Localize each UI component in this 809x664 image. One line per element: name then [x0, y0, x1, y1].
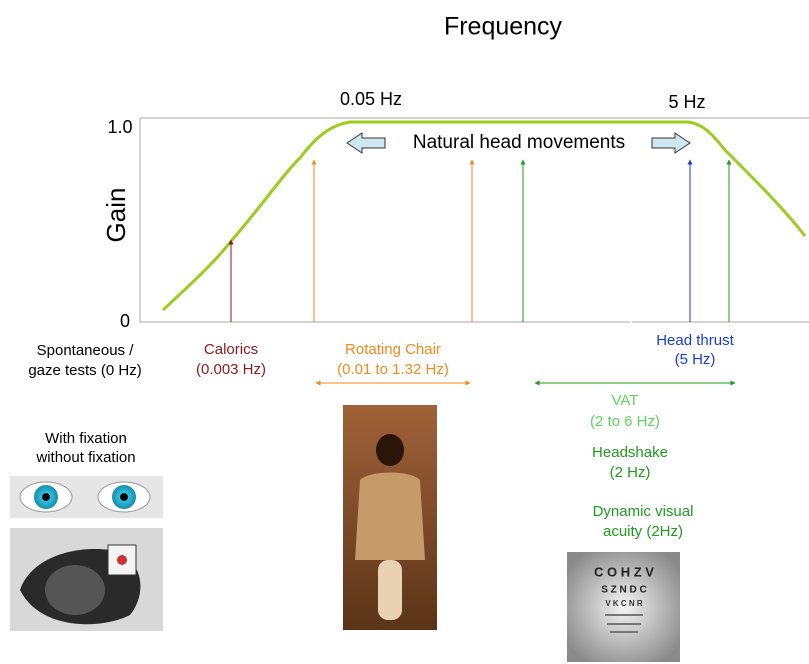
gain-curve [161, 120, 807, 312]
band-arrow [651, 132, 691, 154]
chart-row: V K C N R [605, 599, 643, 608]
y-tick: 0 [120, 311, 130, 331]
test-label: VAT [612, 392, 639, 409]
test-label: Dynamic visual [593, 503, 694, 520]
test-label: Headshake [592, 444, 668, 461]
band-label: Natural head movements [413, 132, 625, 153]
fixation-label: With fixation [45, 430, 127, 447]
chart-row: C O H Z V [594, 564, 654, 579]
test-label: Rotating Chair [345, 341, 441, 358]
fixation-label: without fixation [35, 449, 135, 466]
marker-label: 0.05 Hz [340, 89, 402, 109]
frame [139, 117, 809, 323]
test-label: Spontaneous / [37, 342, 135, 359]
title: Frequency [444, 13, 563, 41]
test-label: gaze tests (0 Hz) [28, 362, 141, 379]
test-label: Head thrust [656, 332, 734, 349]
goggles-image [10, 528, 163, 631]
y-axis-label: Gain [101, 188, 131, 243]
band-arrow [346, 132, 386, 154]
eye-chart-image: C O H Z V S Z N D C V K C N R [567, 552, 680, 662]
test-label: (2 Hz) [610, 464, 651, 481]
test-label: (0.01 to 1.32 Hz) [337, 361, 449, 378]
marker-label: 5 Hz [668, 92, 705, 112]
test-label: (5 Hz) [675, 351, 716, 368]
test-label: acuity (2Hz) [603, 523, 683, 540]
y-tick: 1.0 [107, 117, 132, 137]
test-label: Calorics [204, 341, 258, 358]
test-label: (0.003 Hz) [196, 361, 266, 378]
chart-row: S Z N D C [601, 585, 647, 596]
chair-image [343, 405, 437, 630]
eyes-image [10, 476, 163, 518]
test-label: (2 to 6 Hz) [590, 413, 660, 430]
